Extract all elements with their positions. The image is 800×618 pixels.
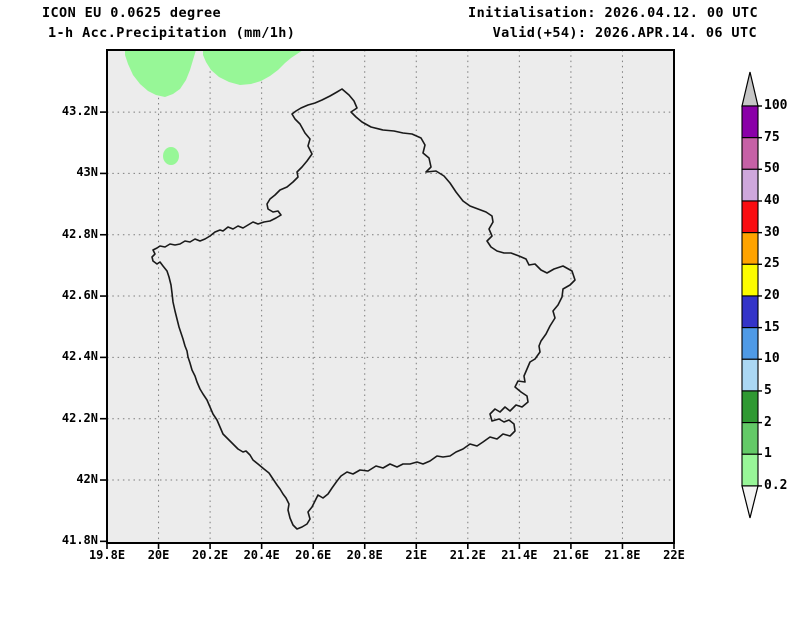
x-tick-label: 21.4E	[501, 548, 538, 562]
colorbar-label: 20	[764, 287, 780, 303]
x-tick-label: 22E	[663, 548, 685, 562]
y-tick-label: 42.6N	[61, 288, 98, 303]
colorbar-label: 2	[764, 414, 772, 430]
colorbar-segment	[741, 200, 759, 234]
colorbar-label: 75	[764, 129, 780, 145]
model-title: ICON EU 0.0625 degree	[42, 5, 222, 21]
y-tick-label: 41.8N	[61, 533, 98, 548]
colorbar-label: 40	[764, 192, 780, 208]
colorbar-segment	[741, 137, 759, 170]
colorbar-segment	[741, 422, 759, 455]
x-tick-label: 20.6E	[295, 548, 332, 562]
colorbar-label: 15	[764, 319, 780, 335]
colorbar-label: 10	[764, 351, 780, 367]
x-tick-label: 20.8E	[346, 548, 383, 562]
colorbar-segment	[741, 232, 759, 265]
x-tick-label: 21.6E	[552, 548, 589, 562]
colorbar-under-arrow	[741, 485, 759, 519]
colorbar-segment	[741, 263, 759, 297]
x-tick-label: 19.8E	[88, 548, 126, 562]
colorbar-label: 30	[764, 224, 780, 240]
y-tick-label: 42.8N	[61, 226, 98, 241]
colorbar-over-arrow	[741, 71, 759, 107]
initialisation-time: Initialisation: 2026.04.12. 00 UTC	[468, 5, 758, 21]
colorbar-segment	[741, 105, 759, 139]
y-tick-label: 43N	[76, 165, 98, 180]
colorbar-segment	[741, 168, 759, 202]
y-tick-label: 42.4N	[61, 349, 98, 364]
colorbar-segment	[741, 390, 759, 424]
x-tick-label: 21E	[405, 548, 428, 562]
x-tick-label: 20.2E	[192, 548, 229, 562]
x-tick-label: 20.4E	[243, 548, 280, 562]
colorbar-label: 25	[764, 256, 780, 272]
colorbar-label: 0.2	[764, 477, 788, 493]
precipitation-patch	[163, 147, 179, 165]
y-tick-label: 42N	[76, 472, 98, 487]
x-tick-label: 21.2E	[449, 548, 486, 562]
valid-time: Valid(+54): 2026.APR.14. 06 UTC	[492, 25, 757, 41]
y-tick-label: 42.2N	[61, 410, 98, 425]
colorbar-label: 50	[764, 161, 780, 177]
x-tick-label: 20E	[147, 548, 170, 562]
precipitation-patch	[203, 50, 303, 85]
colorbar-label: 1	[764, 446, 772, 462]
colorbar-segment	[741, 453, 759, 487]
parameter-title: 1-h Acc.Precipitation (mm/1h)	[48, 25, 296, 41]
x-tick-label: 21.8E	[604, 548, 641, 562]
colorbar-segment	[741, 358, 759, 392]
colorbar-label: 5	[764, 382, 772, 398]
y-tick-label: 43.2N	[61, 104, 98, 119]
colorbar-label: 100	[764, 98, 788, 113]
colorbar-segment	[741, 327, 759, 360]
precipitation-patch	[125, 50, 196, 97]
country-border-outline	[151, 88, 576, 530]
colorbar-segment	[741, 295, 759, 329]
